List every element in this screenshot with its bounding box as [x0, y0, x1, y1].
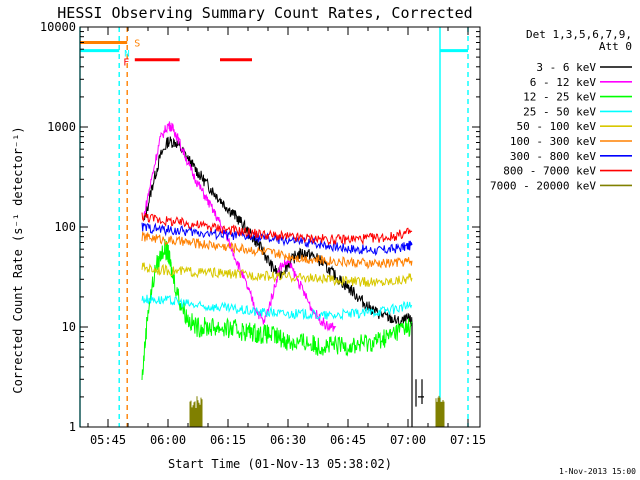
series-line-5: [141, 231, 413, 270]
low-energy-dropout: [411, 322, 424, 427]
legend-label-6: 300 - 800 keV: [510, 150, 596, 163]
series-line-1: [143, 121, 337, 332]
x-tick-label-5: 07:00: [390, 433, 426, 447]
x-tick-label-3: 06:30: [270, 433, 306, 447]
series-line-4: [141, 262, 413, 287]
x-tick-label-6: 07:15: [450, 433, 486, 447]
legend-label-3: 25 - 50 keV: [523, 105, 596, 118]
x-tick-label-1: 06:00: [150, 433, 186, 447]
night-flag-label: N: [124, 49, 129, 59]
legend-header-0: Det 1,3,5,6,7,9,: [526, 28, 632, 41]
y-tick-label-0: 1: [69, 420, 76, 434]
series-line-3: [141, 294, 413, 321]
series-line-7: [141, 212, 413, 246]
footer-timestamp: 1-Nov-2013 15:00: [559, 467, 636, 476]
plot-area: SNF: [79, 27, 469, 427]
legend-header-1: Att 0: [599, 40, 632, 53]
legend-label-5: 100 - 300 keV: [510, 135, 596, 148]
legend-label-7: 800 - 7000 keV: [503, 165, 596, 178]
legend: Det 1,3,5,6,7,9,Att 03 - 6 keV 6 - 12 keV…: [490, 28, 632, 192]
y-tick-label-2: 100: [54, 220, 76, 234]
legend-label-8: 7000 - 20000 keV: [490, 179, 596, 192]
legend-label-1: 6 - 12 keV: [530, 76, 597, 89]
chart-title: HESSI Observing Summary Count Rates, Cor…: [57, 4, 472, 22]
y-tick-label-1: 10: [62, 320, 76, 334]
series-line-2: [141, 239, 413, 381]
legend-label-0: 3 - 6 keV: [536, 61, 596, 74]
x-tick-label-0: 05:45: [90, 433, 126, 447]
x-tick-label-2: 06:15: [210, 433, 246, 447]
x-tick-label-4: 06:45: [330, 433, 366, 447]
axis-ticks: 1 10 100 1000 10000 05:45 06:00 06:15 06:30 06:45…: [40, 20, 486, 447]
flare-flag-label: F: [123, 57, 129, 68]
gamma-burst-0: [189, 396, 203, 427]
legend-label-2: 12 - 25 keV: [523, 91, 596, 104]
plot-frame: [79, 26, 481, 428]
y-axis-label: Corrected Count Rate (s⁻¹ detector⁻¹): [11, 126, 25, 393]
saa-flag-label: S: [134, 38, 140, 49]
y-tick-label-4: 10000: [40, 20, 76, 34]
legend-label-4: 50 - 100 keV: [517, 120, 597, 133]
x-axis-label: Start Time (01-Nov-13 05:38:02): [168, 457, 392, 471]
y-tick-label-3: 1000: [47, 120, 76, 134]
gamma-burst-1: [435, 395, 445, 427]
